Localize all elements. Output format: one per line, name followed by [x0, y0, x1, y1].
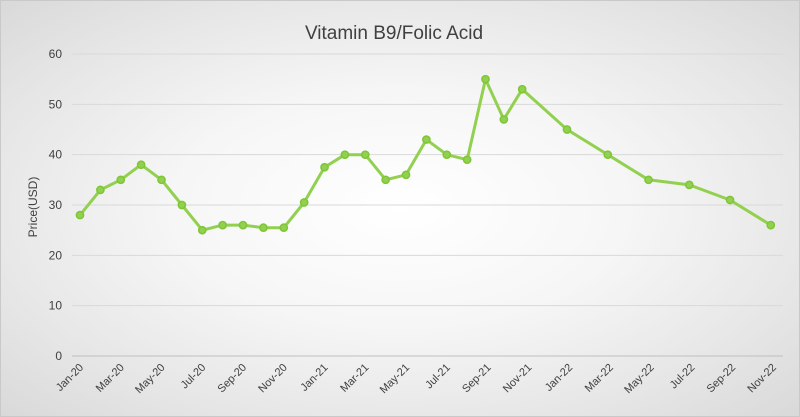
data-point — [360, 150, 370, 160]
data-point — [96, 185, 105, 195]
data-point — [442, 150, 452, 160]
y-tick-label: 0 — [55, 349, 62, 363]
series-group — [75, 74, 776, 235]
x-tick-label: Mar-21 — [338, 362, 371, 395]
data-point — [603, 150, 613, 160]
x-tick-label: Mar-20 — [94, 362, 127, 395]
data-point — [422, 135, 431, 144]
data-point — [75, 210, 85, 220]
data-point — [381, 175, 391, 185]
data-point — [481, 74, 490, 84]
data-point — [725, 195, 735, 205]
data-point — [259, 223, 268, 232]
y-tick-label: 50 — [49, 97, 63, 111]
data-point — [401, 170, 411, 180]
x-tick-label: Nov-21 — [501, 362, 535, 396]
x-tick-label: Sep-22 — [705, 362, 739, 396]
gridlines — [72, 53, 783, 357]
y-tick-label: 60 — [49, 47, 63, 61]
x-tick-label: May-20 — [133, 362, 167, 396]
x-tick-label: Nov-20 — [256, 362, 290, 396]
x-tick-label: Mar-22 — [583, 362, 616, 395]
x-tick-label: May-21 — [378, 362, 412, 396]
x-tick-label: Sep-20 — [216, 362, 250, 396]
x-tick-label: Nov-22 — [745, 362, 779, 396]
data-point — [462, 155, 472, 165]
x-tick-label: Jan-22 — [543, 362, 575, 394]
data-point — [157, 175, 166, 185]
data-point — [197, 225, 207, 235]
data-point — [238, 220, 248, 230]
y-tick-label: 30 — [49, 198, 63, 212]
y-tick-label: 40 — [49, 148, 63, 162]
x-tick-label: Jan-21 — [298, 362, 330, 394]
data-point — [644, 175, 653, 185]
data-point — [177, 200, 187, 210]
data-point — [499, 115, 509, 124]
data-point — [562, 125, 572, 134]
x-tick-label: Jan-20 — [54, 362, 86, 394]
chart-title: Vitamin B9/Folic Acid — [305, 23, 483, 44]
x-tick-label: Sep-21 — [460, 362, 494, 396]
y-axis-ticks: 0 10 20 30 40 50 60 — [49, 47, 63, 363]
x-tick-label: Jul-20 — [179, 362, 209, 392]
x-axis-ticks: Jan-20 Mar-20 May-20 Jul-20 Sep-20 Nov-20 Jan-… — [54, 362, 779, 396]
y-tick-label: 20 — [49, 248, 63, 262]
data-point — [279, 223, 289, 232]
y-tick-label: 10 — [49, 299, 63, 313]
data-point — [766, 220, 776, 230]
data-point — [218, 220, 227, 230]
data-point — [684, 180, 694, 190]
data-point — [299, 198, 309, 207]
data-point — [136, 160, 146, 170]
x-tick-label: Jul-22 — [668, 362, 698, 392]
x-tick-label: May-22 — [622, 362, 656, 396]
data-point — [116, 175, 126, 185]
y-axis-label: Price(USD) — [26, 177, 40, 238]
x-tick-label: Jul-21 — [423, 362, 453, 392]
data-point — [320, 162, 329, 172]
data-point — [340, 150, 350, 160]
data-point — [517, 84, 527, 94]
